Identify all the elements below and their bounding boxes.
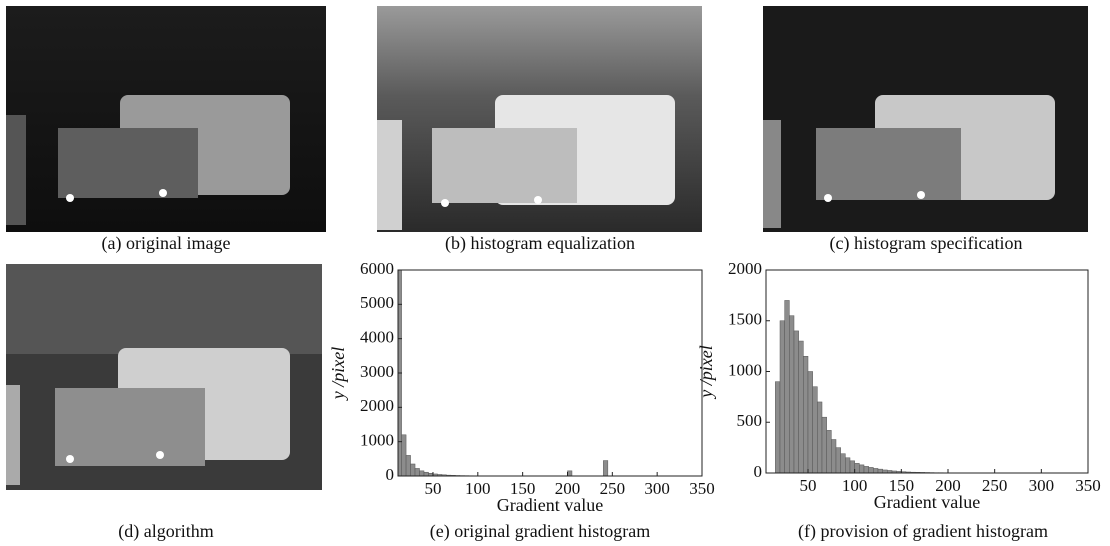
bar [793,330,799,474]
bar [859,464,865,474]
y-tick-label: 3000 [360,362,394,381]
x-axis-label: Gradient value [874,492,980,512]
image-original [6,6,326,232]
bar [863,466,869,474]
bar [784,300,790,474]
y-tick-label: 5000 [360,293,394,312]
bar [849,460,855,474]
bar [835,447,841,474]
y-tick-label: 1500 [728,310,762,329]
bar [419,470,425,477]
x-tick-label: 150 [889,476,915,495]
image-specification [763,6,1088,232]
x-tick-label: 100 [465,479,491,498]
caption: (e) original gradient histogram [430,521,650,542]
x-tick-label: 300 [644,479,670,498]
bar [845,457,851,474]
plot-frame [397,269,703,477]
bar [414,468,420,477]
bar [826,430,832,474]
y-tick-label: 4000 [360,328,394,347]
x-tick-label: 50 [424,479,441,498]
bar [873,468,879,474]
x-tick-label: 150 [510,479,536,498]
bar [603,460,609,477]
x-tick-label: 100 [842,476,868,495]
bar [831,439,837,474]
histogram-chart: 50 100 150 200 250 300 350 0 1000 2000 3000 4000 500… [328,259,715,515]
y-tick-label: 0 [386,465,395,484]
bar [840,453,846,474]
bar [779,320,785,474]
bar [789,315,795,474]
bar [807,371,813,474]
caption: (d) algorithm [118,521,213,542]
y-axis-label: y /pixel [328,347,348,401]
y-tick-label: 1000 [360,431,394,450]
bar [567,470,573,477]
bar [812,386,818,474]
bar [821,416,827,474]
bar [410,463,416,477]
caption: (a) original image [102,233,231,254]
caption: (c) histogram specification [830,233,1023,254]
bar [868,467,874,474]
x-tick-label: 350 [1075,476,1101,495]
caption: (b) histogram equalization [445,233,635,254]
x-tick-label: 200 [935,476,961,495]
x-tick-label: 250 [600,479,626,498]
image-equalization [377,6,702,232]
bar [775,381,781,474]
histogram-chart: 50 100 150 200 250 300 350 0 500 1000 1500 2000 Grad… [696,259,1101,512]
x-tick-label: 300 [1029,476,1055,495]
x-axis-label: Gradient value [497,495,603,515]
bar [854,463,860,474]
y-axis-label: y /pixel [696,345,716,399]
caption: (f) provision of gradient histogram [798,521,1048,542]
bar [803,356,809,474]
x-tick-label: 200 [555,479,581,498]
bar [877,468,883,474]
x-tick-label: 50 [800,476,817,495]
y-tick-label: 1000 [728,360,762,379]
y-tick-label: 2000 [728,259,762,278]
y-tick-label: 2000 [360,396,394,415]
bar [423,471,429,477]
x-tick-label: 250 [982,476,1008,495]
bar [401,434,407,477]
bar [405,455,411,477]
y-tick-label: 500 [737,411,763,430]
x-tick-label: 350 [689,479,715,498]
bar [798,340,804,474]
y-tick-label: 0 [754,462,763,481]
image-algorithm [6,264,322,490]
y-tick-label: 6000 [360,259,394,278]
bar [817,401,823,474]
